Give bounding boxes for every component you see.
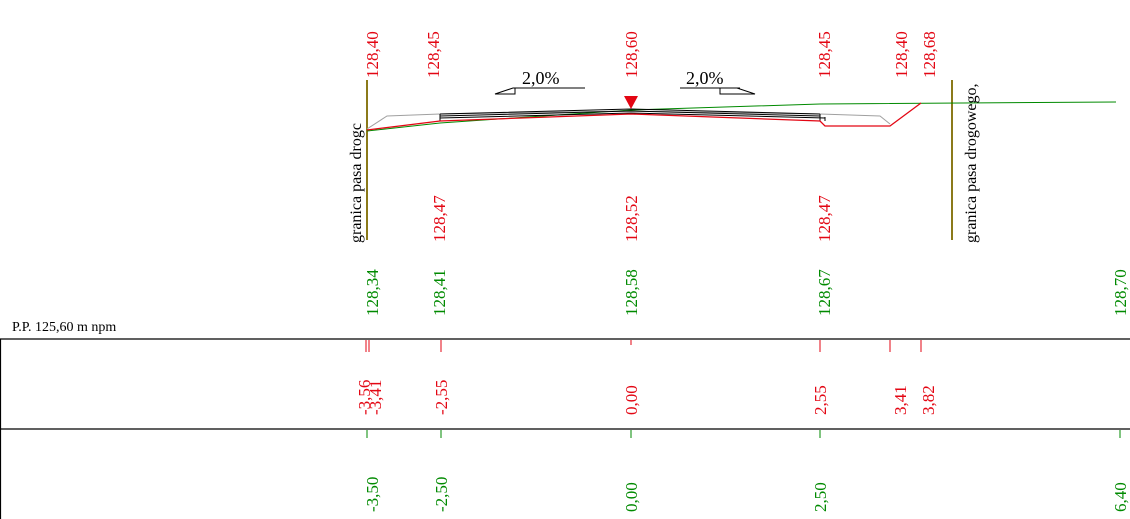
design-offset-0: -3,41 (366, 380, 385, 415)
design-top-level-4: 128,40 (892, 31, 911, 78)
terrain-offset-3: 2,50 (811, 482, 830, 512)
terrain-offsets: -3,50 -2,50 0,00 2,50 6,40 (363, 477, 1130, 512)
design-offset-5: 3,82 (919, 385, 938, 415)
table-frame (0, 338, 1130, 519)
design-top-level-0: 128,40 (363, 31, 382, 78)
pavement-structure (439, 108, 826, 121)
design-line (366, 102, 922, 131)
right-boundary-label: granica pasa drogowego, (963, 84, 980, 244)
terrain-level-2: 128,58 (622, 269, 641, 316)
design-mid-levels: 128,47 128,52 128,47 (430, 195, 834, 242)
slope-right-label: 2,0% (686, 68, 724, 88)
terrain-offset-ticks (366, 430, 1121, 438)
terrain-line (366, 101, 1117, 132)
datum-label: P.P. 125,60 m npm (12, 320, 116, 335)
design-offset-3: 2,55 (811, 385, 830, 415)
design-mid-level-1: 128,52 (622, 195, 641, 242)
terrain-levels: 128,34 128,41 128,58 128,67 128,70 (363, 269, 1130, 316)
design-offset-4: 3,41 (891, 385, 910, 415)
terrain-level-4: 128,70 (1111, 269, 1130, 316)
terrain-offset-0: -3,50 (363, 477, 382, 512)
design-offsets: -3,56 -3,41 -2,55 0,00 2,55 3,41 3,82 (355, 380, 938, 415)
terrain-offset-1: -2,50 (432, 477, 451, 512)
design-mid-level-2: 128,47 (815, 195, 834, 242)
terrain-level-3: 128,67 (815, 269, 834, 316)
design-top-level-2: 128,60 (622, 31, 641, 78)
design-top-level-3: 128,45 (815, 31, 834, 78)
design-mid-level-0: 128,47 (430, 195, 449, 242)
design-offset-ticks (365, 340, 922, 352)
design-offset-2: 0,00 (622, 385, 641, 415)
design-offset-partial: -3,56 (355, 380, 374, 415)
terrain-level-0: 128,34 (363, 269, 382, 316)
design-top-level-5: 128,68 (920, 31, 939, 78)
terrain-offset-4: 6,40 (1111, 482, 1130, 512)
design-offset-1: -2,55 (432, 380, 451, 415)
slope-right (680, 87, 756, 95)
terrain-level-1: 128,41 (430, 269, 449, 316)
slope-left (494, 87, 585, 95)
design-top-levels: 128,40 128,45 128,60 128,45 128,40 128,6… (363, 31, 939, 78)
axis-marker-icon (624, 96, 638, 109)
left-boundary-label: granica pasa drogc (348, 123, 365, 243)
design-top-level-1: 128,45 (424, 31, 443, 78)
terrain-offset-2: 0,00 (622, 482, 641, 512)
slope-left-label: 2,0% (522, 68, 560, 88)
